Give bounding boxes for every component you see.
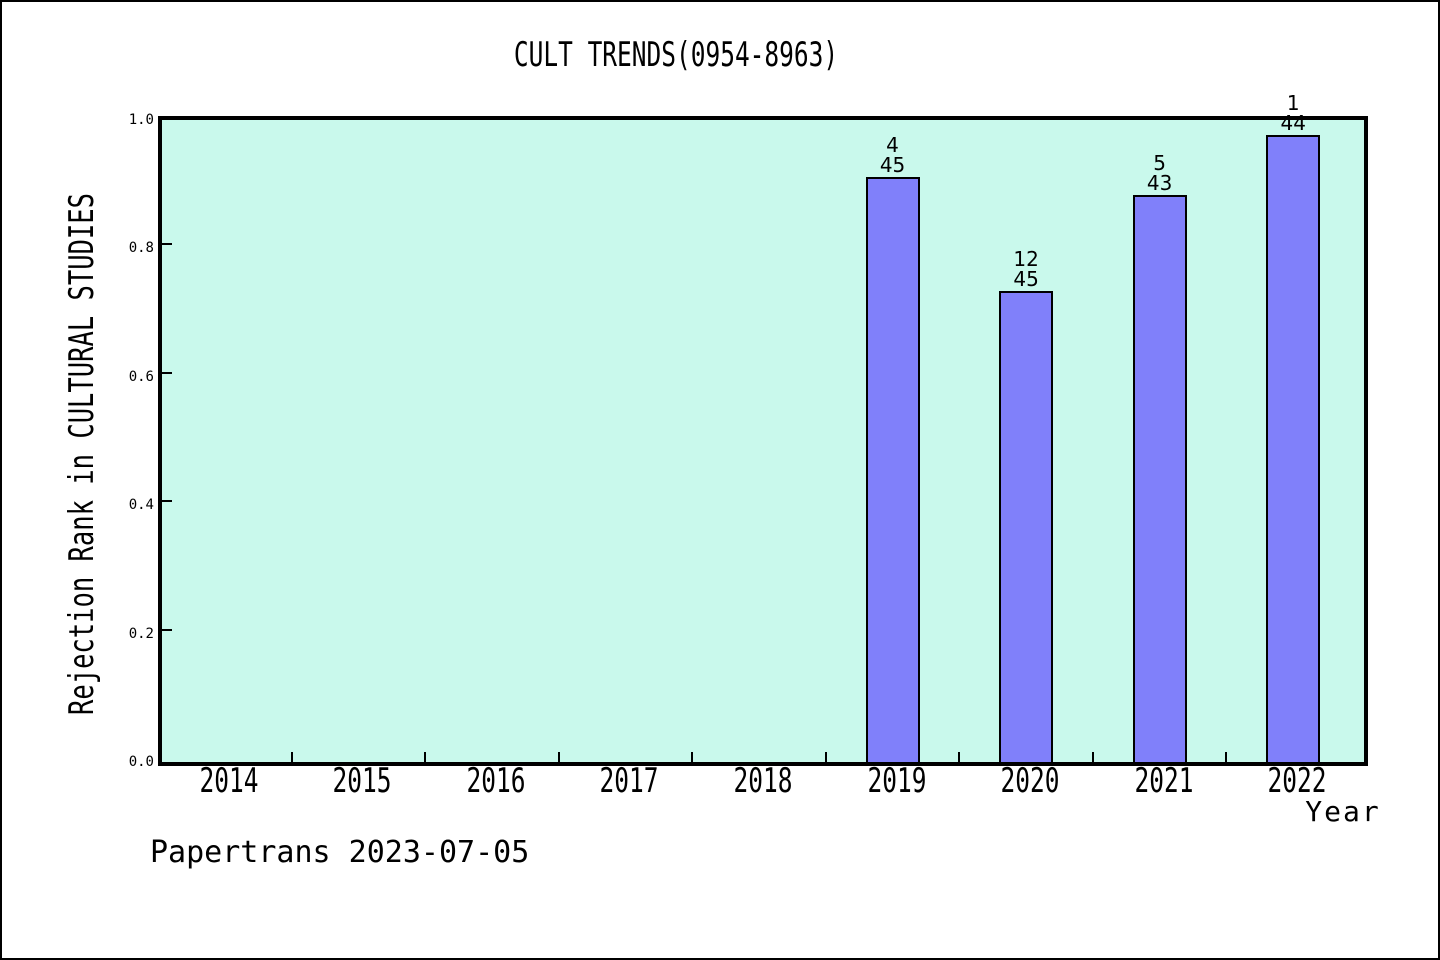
y-tick bbox=[162, 500, 172, 503]
x-tick-label-2022: 2022 bbox=[1267, 761, 1327, 801]
x-tick-label-2018: 2018 bbox=[733, 761, 793, 801]
bar-2020 bbox=[999, 291, 1054, 762]
x-tick-label-2021: 2021 bbox=[1134, 761, 1194, 801]
x-tick-label-2016: 2016 bbox=[466, 761, 526, 801]
x-axis-label: Year bbox=[1305, 795, 1381, 828]
x-minor-tick bbox=[691, 752, 694, 762]
x-minor-tick bbox=[424, 752, 427, 762]
y-tick bbox=[162, 371, 172, 374]
bar-value-label-2021: 5 43 bbox=[1146, 151, 1173, 195]
y-tick-label-1.0: 1.0 bbox=[128, 112, 154, 128]
x-tick-label-2020: 2020 bbox=[1000, 761, 1060, 801]
x-minor-tick bbox=[824, 752, 827, 762]
plot-area: 4 45 12 45 5 43 1 44 bbox=[158, 93, 1368, 766]
bar-value-label-2022: 1 44 bbox=[1280, 91, 1306, 135]
bar-value-label-2020: 12 45 bbox=[1013, 247, 1039, 291]
y-tick bbox=[162, 243, 172, 246]
x-minor-tick bbox=[1225, 752, 1228, 762]
y-tick-label-0.6: 0.6 bbox=[128, 368, 154, 385]
x-tick-label-2019: 2019 bbox=[867, 761, 927, 801]
y-tick-label-0.4: 0.4 bbox=[128, 497, 154, 514]
bar-2019 bbox=[865, 177, 920, 762]
y-tick-label-0.2: 0.2 bbox=[128, 625, 154, 642]
y-tick-label-0.8: 0.8 bbox=[128, 240, 154, 257]
bar-2022 bbox=[1266, 135, 1321, 762]
y-tick bbox=[162, 628, 172, 631]
y-tick-label-0.0: 0.0 bbox=[128, 754, 154, 770]
x-minor-tick bbox=[1091, 752, 1094, 762]
watermark-text: Papertrans 2023-07-05 bbox=[150, 835, 530, 870]
x-minor-tick bbox=[290, 752, 293, 762]
bar-value-label-2019: 4 45 bbox=[879, 133, 906, 177]
x-tick-label-2015: 2015 bbox=[332, 761, 392, 801]
x-minor-tick bbox=[557, 752, 560, 762]
bar-2021 bbox=[1132, 195, 1187, 762]
x-minor-tick bbox=[958, 752, 961, 762]
chart-title: CULT TRENDS(0954-8963) bbox=[513, 35, 839, 75]
x-tick-label-2014: 2014 bbox=[199, 761, 259, 801]
x-tick-label-2017: 2017 bbox=[599, 761, 659, 801]
